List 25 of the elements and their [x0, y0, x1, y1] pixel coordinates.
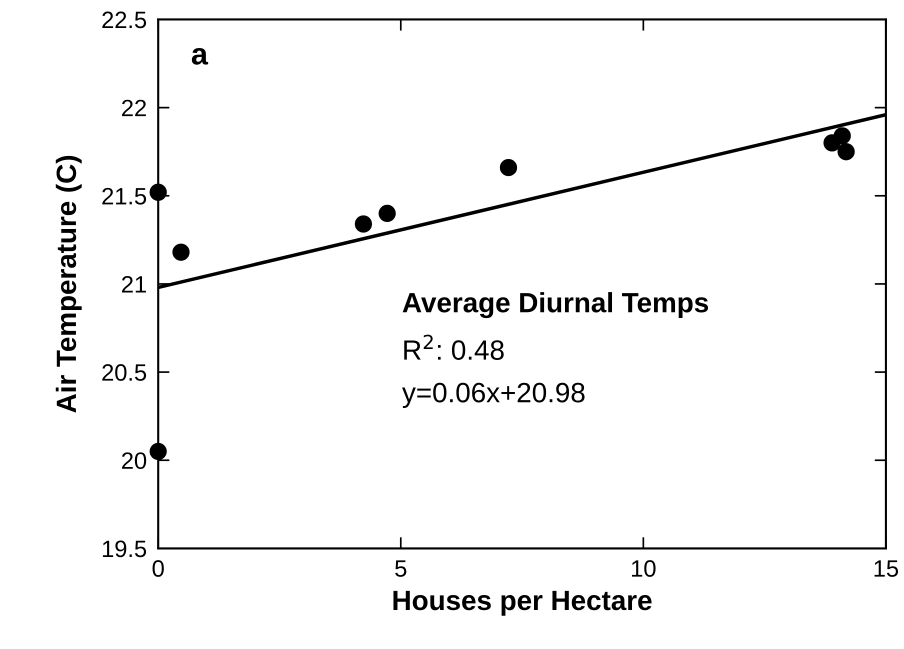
point — [150, 184, 167, 201]
annotation: R$^{2}$: 0.48 — [404, 334, 504, 360]
x-axis-title: Houses per Hectare — [393, 590, 652, 616]
y-tick-label: 20 — [122, 452, 146, 470]
y-axis-title: Air Temperature (C) — [56, 156, 82, 413]
point — [354, 215, 372, 233]
point — [838, 143, 855, 160]
x-tick-label: 5 — [395, 560, 406, 577]
annotation: y=0.06x+20.98 — [402, 382, 585, 408]
annotation: a — [192, 48, 208, 65]
y-tick-label: 21.5 — [102, 188, 146, 205]
x-tick-label: 15 — [874, 560, 898, 577]
point — [500, 158, 518, 176]
x-tick-label: 10 — [632, 560, 656, 577]
y-tick-label: 22 — [122, 100, 146, 116]
x-tick-label: 0 — [152, 560, 164, 577]
y-tick-label: 20.5 — [102, 364, 146, 381]
point — [378, 204, 396, 222]
point — [150, 442, 167, 460]
annotation: Average Diurnal Temps — [402, 292, 708, 318]
point — [834, 127, 851, 144]
y-tick-label: 19.5 — [102, 540, 146, 558]
y-tick-label: 21 — [122, 276, 146, 292]
point — [172, 244, 190, 261]
y-tick-label: 22.5 — [102, 12, 146, 28]
